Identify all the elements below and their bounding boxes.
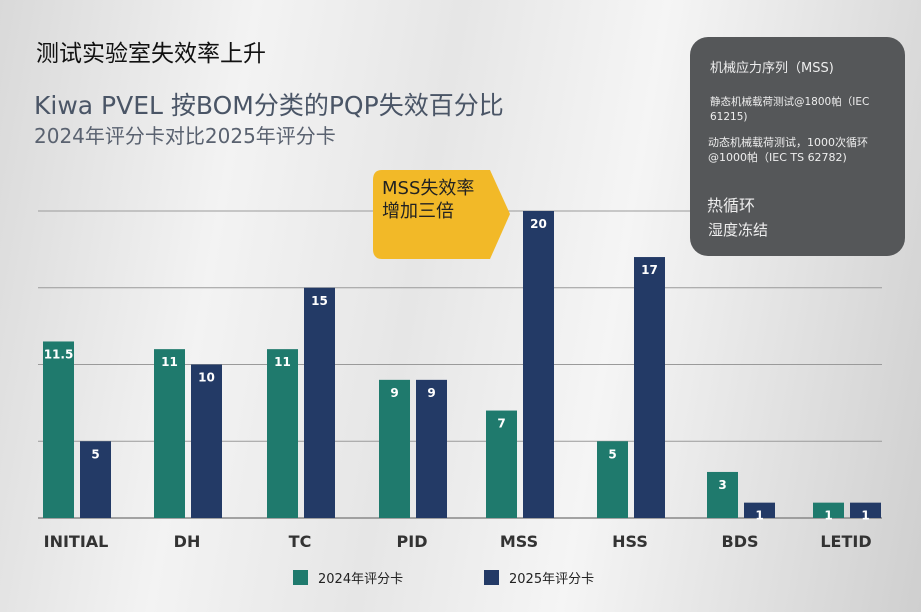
x-tick-label: BDS [722,532,759,551]
data-label: 1 [824,509,832,523]
panel-heading: 机械应力序列（MSS) [710,61,834,76]
panel-item: 静态机械载荷测试@1800帕（IEC 61215) [710,96,870,123]
legend-item-2024: 2024年评分卡 [293,568,403,587]
bar-2024 [267,349,298,518]
data-label: 11 [161,355,178,369]
bar-2025 [304,287,335,518]
x-tick-label: HSS [612,532,648,551]
bar-2024 [486,410,517,518]
data-label: 10 [198,371,215,385]
page-title: 测试实验室失效率上升 [36,41,266,67]
data-label: 11 [274,355,291,369]
callout-line-1: MSS失效率 [382,178,475,199]
data-label: 5 [608,447,616,461]
x-tick-label: INITIAL [44,532,109,551]
panel-item: 动态机械载荷测试，1000次循环@1000帕（IEC TS 62782) [708,136,868,164]
bar-2024 [597,441,628,518]
data-label: 5 [91,447,99,461]
data-label: 17 [641,263,658,277]
bar-2025 [744,502,775,518]
data-label: 3 [718,478,726,492]
x-tick-label: MSS [500,532,538,551]
info-panel: 机械应力序列（MSS) 静态机械载荷测试@1800帕（IEC 61215) 动态… [690,37,905,256]
x-tick-label: TC [289,532,312,551]
legend-label: 2024年评分卡 [318,572,404,587]
legend-swatch [484,570,499,585]
data-label: 11.5 [44,347,74,361]
x-tick-label: LETID [820,532,871,551]
bar-2025 [80,441,111,518]
bar-2025 [523,211,554,518]
callout-badge: MSS失效率 增加三倍 [372,169,510,259]
x-tick-label: DH [174,532,201,551]
bar-2024 [154,349,185,518]
panel-item: 湿度冻结 [708,221,769,239]
data-label: 1 [861,509,869,523]
bar-2024 [707,471,738,518]
legend-swatch [293,570,308,585]
data-label: 9 [427,386,435,400]
legend-label: 2025年评分卡 [509,572,595,587]
chart-subtitle: 2024年评分卡对比2025年评分卡 [34,124,336,148]
bar-2025 [850,502,881,518]
chart-title: Kiwa PVEL 按BOM分类的PQP失效百分比 [34,91,504,120]
callout-line-2: 增加三倍 [382,201,454,222]
bar-2025 [191,364,222,518]
data-label: 9 [390,386,398,400]
data-label: 20 [530,217,547,231]
x-tick-label: PID [397,532,428,551]
bar-2024 [43,341,74,518]
bar-2024 [379,379,410,518]
data-label: 7 [497,417,505,431]
legend-item-2025: 2025年评分卡 [484,568,594,587]
data-label: 1 [755,509,763,523]
bar-2025 [416,379,447,518]
panel-item: 热循环 [707,196,756,215]
bar-2025 [634,257,665,518]
bar-2024 [813,502,844,518]
data-label: 15 [311,294,328,308]
